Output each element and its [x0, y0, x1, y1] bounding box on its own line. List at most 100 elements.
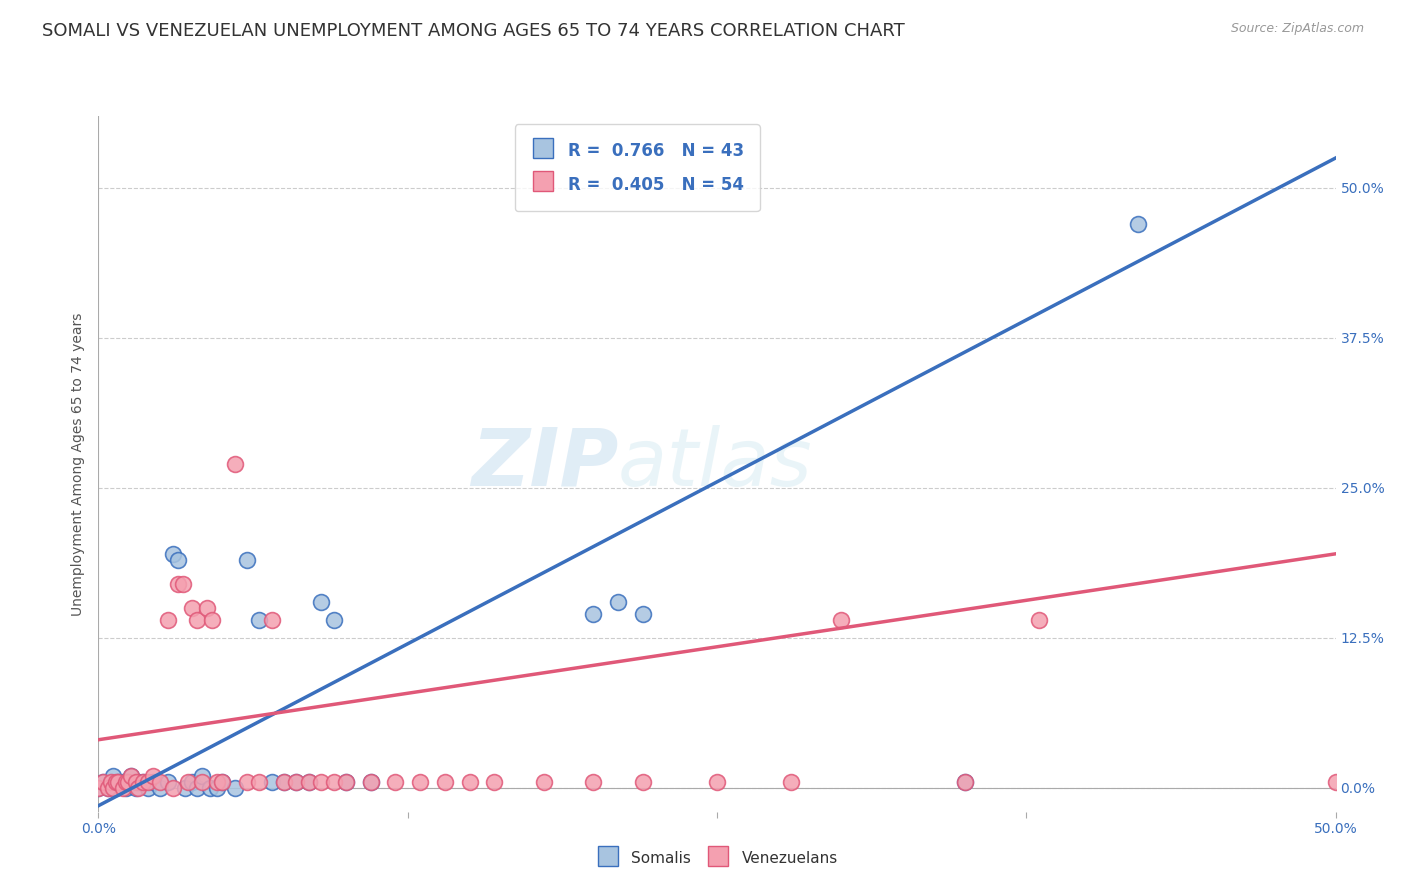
- Point: [166, 576, 188, 591]
- Point: [384, 774, 406, 789]
- Point: [607, 595, 630, 609]
- Point: [191, 774, 214, 789]
- Point: [298, 774, 321, 789]
- Point: [260, 774, 283, 789]
- Point: [191, 769, 214, 783]
- Point: [1028, 613, 1050, 627]
- Point: [236, 553, 259, 567]
- Point: [162, 547, 184, 561]
- Point: [309, 595, 332, 609]
- Point: [112, 780, 135, 795]
- Point: [127, 780, 149, 795]
- Point: [247, 613, 270, 627]
- Point: [112, 774, 135, 789]
- Point: [156, 613, 179, 627]
- Point: [335, 774, 357, 789]
- Point: [205, 774, 228, 789]
- Point: [103, 780, 125, 795]
- Point: [117, 774, 139, 789]
- Point: [195, 600, 218, 615]
- Point: [706, 774, 728, 789]
- Point: [298, 774, 321, 789]
- Point: [149, 774, 172, 789]
- Point: [433, 774, 456, 789]
- Point: [260, 613, 283, 627]
- Point: [201, 613, 224, 627]
- Point: [93, 774, 115, 789]
- Point: [117, 774, 139, 789]
- Point: [211, 774, 233, 789]
- Point: [124, 774, 146, 789]
- Point: [285, 774, 308, 789]
- Point: [107, 774, 129, 789]
- Point: [176, 774, 198, 789]
- Point: [780, 774, 803, 789]
- Text: Source: ZipAtlas.com: Source: ZipAtlas.com: [1230, 22, 1364, 36]
- Point: [205, 780, 228, 795]
- Point: [830, 613, 852, 627]
- Point: [236, 774, 259, 789]
- Text: atlas: atlas: [619, 425, 813, 503]
- Point: [181, 774, 204, 789]
- Point: [198, 780, 221, 795]
- Point: [224, 780, 246, 795]
- Point: [582, 774, 605, 789]
- Point: [360, 774, 382, 789]
- Point: [533, 774, 555, 789]
- Point: [100, 774, 122, 789]
- Point: [484, 774, 506, 789]
- Point: [120, 769, 142, 783]
- Point: [107, 774, 129, 789]
- Point: [132, 774, 155, 789]
- Point: [100, 774, 122, 789]
- Point: [582, 607, 605, 621]
- Point: [142, 769, 165, 783]
- Point: [103, 769, 125, 783]
- Point: [114, 780, 136, 795]
- Point: [953, 774, 976, 789]
- Point: [1126, 217, 1149, 231]
- Point: [87, 780, 110, 795]
- Point: [114, 774, 136, 789]
- Point: [104, 780, 127, 795]
- Point: [224, 457, 246, 471]
- Point: [273, 774, 295, 789]
- Point: [186, 613, 208, 627]
- Point: [1324, 774, 1347, 789]
- Point: [211, 774, 233, 789]
- Point: [136, 774, 159, 789]
- Point: [186, 780, 208, 795]
- Point: [97, 780, 120, 795]
- Point: [104, 774, 127, 789]
- Point: [127, 774, 149, 789]
- Point: [162, 780, 184, 795]
- Point: [174, 780, 197, 795]
- Text: ZIP: ZIP: [471, 425, 619, 503]
- Point: [631, 607, 654, 621]
- Point: [309, 774, 332, 789]
- Point: [142, 774, 165, 789]
- Point: [247, 774, 270, 789]
- Point: [322, 774, 344, 789]
- Point: [953, 774, 976, 789]
- Point: [156, 774, 179, 789]
- Text: SOMALI VS VENEZUELAN UNEMPLOYMENT AMONG AGES 65 TO 74 YEARS CORRELATION CHART: SOMALI VS VENEZUELAN UNEMPLOYMENT AMONG …: [42, 22, 905, 40]
- Point: [87, 780, 110, 795]
- Y-axis label: Unemployment Among Ages 65 to 74 years: Unemployment Among Ages 65 to 74 years: [70, 312, 84, 615]
- Point: [149, 780, 172, 795]
- Point: [458, 774, 481, 789]
- Point: [124, 780, 146, 795]
- Point: [120, 769, 142, 783]
- Point: [166, 553, 188, 567]
- Point: [93, 774, 115, 789]
- Point: [335, 774, 357, 789]
- Point: [97, 780, 120, 795]
- Point: [631, 774, 654, 789]
- Point: [181, 600, 204, 615]
- Legend: Somalis, Venezuelans: Somalis, Venezuelans: [591, 843, 844, 873]
- Point: [285, 774, 308, 789]
- Point: [172, 576, 194, 591]
- Point: [322, 613, 344, 627]
- Point: [273, 774, 295, 789]
- Point: [409, 774, 432, 789]
